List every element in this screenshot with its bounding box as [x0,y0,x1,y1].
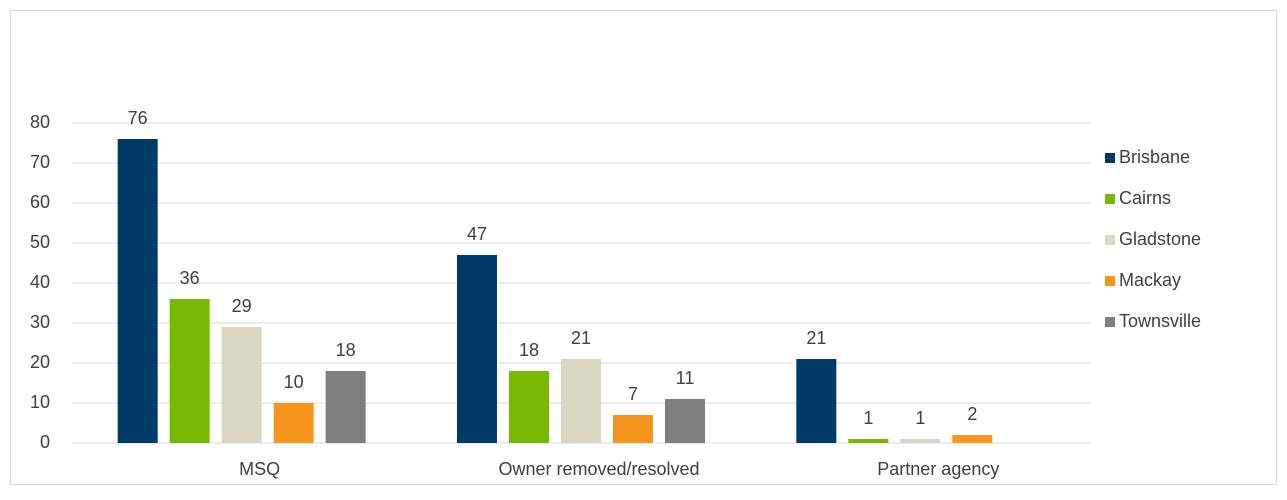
legend-label: Brisbane [1119,147,1190,167]
data-label: 21 [806,328,826,348]
chart-border [10,10,1277,485]
x-tick-label: Owner removed/resolved [498,459,699,479]
bar [848,439,889,443]
data-label: 47 [467,224,487,244]
data-label: 21 [571,328,591,348]
bar [665,399,705,443]
data-label: 76 [128,108,148,128]
y-tick-label: 70 [30,152,50,172]
y-tick-label: 30 [30,312,50,332]
legend-swatch [1105,276,1115,286]
bar [900,439,941,443]
data-label: 29 [232,296,252,316]
legend-label: Mackay [1119,270,1181,290]
bar [325,371,366,443]
bar [457,255,497,443]
y-tick-label: 40 [30,272,50,292]
legend-swatch [1105,194,1115,204]
bar [117,139,158,443]
x-tick-label: Partner agency [877,459,999,479]
data-label: 2 [967,404,977,424]
bar [169,299,210,443]
legend-swatch [1105,153,1115,163]
data-label: 10 [284,372,304,392]
data-label: 7 [628,384,638,404]
bar [221,327,262,443]
legend-label: Gladstone [1119,229,1201,249]
y-tick-label: 50 [30,232,50,252]
legend-swatch [1105,235,1115,245]
bar [613,415,653,443]
bar [561,359,601,443]
data-label: 18 [519,340,539,360]
data-label: 36 [180,268,200,288]
legend-swatch [1105,317,1115,327]
bar [509,371,549,443]
y-tick-label: 0 [40,432,50,452]
y-tick-label: 20 [30,352,50,372]
legend-label: Cairns [1119,188,1171,208]
bar [952,435,993,443]
x-tick-label: MSQ [239,459,280,479]
y-tick-label: 10 [30,392,50,412]
bar [796,359,837,443]
y-tick-label: 60 [30,192,50,212]
data-label: 1 [863,408,873,428]
bar [273,403,314,443]
y-tick-label: 80 [30,112,50,132]
data-label: 18 [336,340,356,360]
data-label: 1 [915,408,925,428]
data-label: 11 [676,368,695,388]
legend-label: Townsville [1119,311,1201,331]
